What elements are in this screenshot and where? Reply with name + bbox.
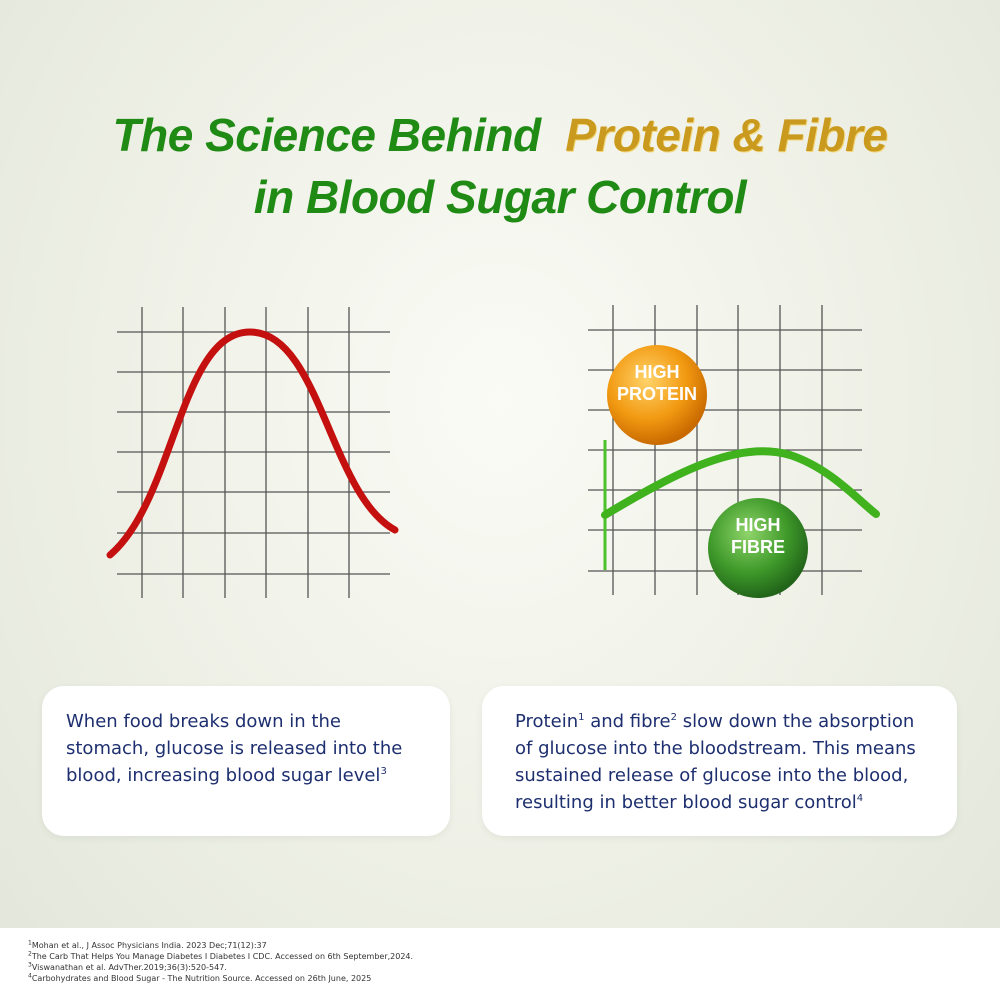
fibre-badge-label: HIGH FIBRE: [731, 515, 785, 557]
left-grid: [117, 307, 390, 598]
footnote-ref: 2: [28, 950, 32, 958]
card-text: and fibre: [584, 711, 671, 732]
reference: 1: [578, 712, 585, 723]
footnotes: 1Mohan et al., J Assoc Physicians India.…: [0, 928, 1000, 1000]
title-gold: Protein & Fibre: [565, 109, 888, 161]
title-line-1: The Science Behind Protein & Fibre: [0, 108, 1000, 162]
graphs: HIGH PROTEIN HIGH FIBRE: [106, 305, 880, 598]
title-green: The Science Behind: [112, 109, 542, 161]
protein-badge: [607, 345, 707, 445]
footnote-text: The Carb That Helps You Manage Diabetes …: [31, 952, 414, 961]
footnote-ref: 4: [28, 972, 32, 980]
footnote: 2The Carb That Helps You Manage Diabetes…: [28, 951, 1000, 962]
card-text: Protein: [515, 711, 579, 732]
card-text: slow down the absorption of glucose into…: [515, 711, 916, 813]
red-curve: [106, 328, 399, 559]
reference: 2: [670, 712, 678, 723]
protein-badge-label: HIGH PROTEIN: [617, 362, 697, 404]
footnote-ref: 1: [28, 939, 32, 947]
footnote: 4Carbohydrates and Blood Sugar - The Nut…: [28, 973, 1000, 984]
footnote-text: Mohan et al., J Assoc Physicians India. …: [31, 941, 267, 950]
green-curve: [601, 447, 880, 519]
right-card: Protein1 and fibre2 slow down the absorp…: [482, 686, 957, 836]
footnote-text: Viswanathan et al. AdvTher.2019;36(3):52…: [31, 963, 227, 972]
footnote: 3Viswanathan et al. AdvTher.2019;36(3):5…: [28, 962, 1000, 973]
reference: 4: [856, 793, 864, 804]
footnote-text: Carbohydrates and Blood Sugar - The Nutr…: [31, 974, 372, 983]
footnote: 1Mohan et al., J Assoc Physicians India.…: [28, 940, 1000, 951]
left-card: When food breaks down in the stomach, gl…: [42, 686, 450, 836]
footnote-ref: 3: [28, 961, 32, 969]
reference: 3: [380, 766, 387, 777]
fibre-badge: [708, 498, 808, 598]
title-line-2: in Blood Sugar Control: [253, 171, 747, 223]
card-text: When food breaks down in the stomach, gl…: [66, 711, 403, 786]
